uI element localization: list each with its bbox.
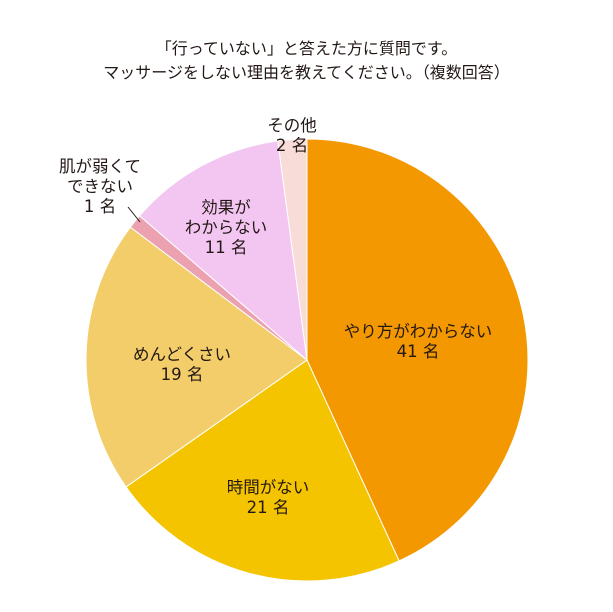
label-count: 41 名 [396, 342, 440, 361]
label-kouka: 効果が わからない 11 名 [185, 198, 268, 258]
label-count: 19 名 [160, 365, 204, 384]
label-text: やり方がわからない [343, 322, 493, 341]
label-text: めんどくさい [132, 345, 232, 364]
chart-title-line2: マッサージをしない理由を教えてください。（複数回答） [103, 63, 510, 82]
chart-title-line1: 「行っていない」と答えた方に質問です。 [155, 39, 458, 58]
label-text: 肌が弱くて [58, 157, 142, 176]
label-text: 効果が [201, 198, 251, 217]
pie-slice [85, 226, 308, 488]
label-text: その他 [267, 116, 317, 135]
label-sonota: その他 2 名 [267, 116, 317, 156]
label-hada: 肌が弱くて できない 1 名 [59, 157, 141, 217]
label-jikan: 時間がない 21 名 [227, 478, 310, 518]
label-count: 2 名 [275, 136, 309, 155]
leader-line-skin [127, 206, 141, 223]
label-text: わからない [184, 218, 268, 237]
label-text: できない [66, 177, 133, 196]
label-count: 1 名 [83, 197, 117, 216]
pie-slice [306, 138, 529, 562]
label-text: 時間がない [226, 478, 310, 497]
label-count: 21 名 [246, 498, 290, 517]
pie-slice [138, 140, 308, 362]
label-mendokusai: めんどくさい 19 名 [133, 345, 231, 385]
pie-slice [277, 138, 308, 361]
label-yarikata: やり方がわからない 41 名 [344, 322, 493, 362]
pie-slice [125, 359, 400, 582]
label-count: 11 名 [204, 238, 248, 257]
